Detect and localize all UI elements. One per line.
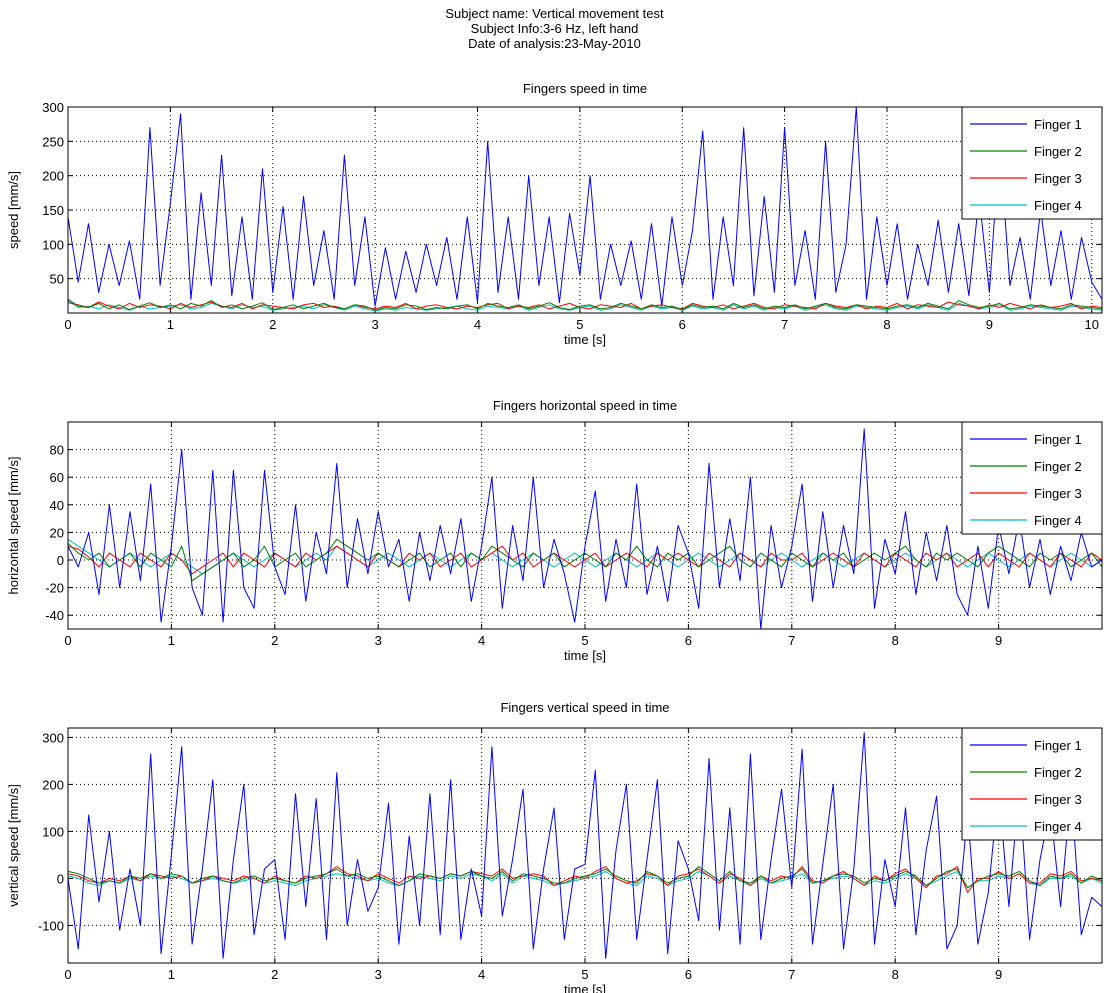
x-tick-label: 5 [576,317,583,332]
axes-frame [67,727,1103,964]
legend-box [961,106,1103,220]
legend-label-finger-2: Finger 2 [1034,459,1082,474]
series-line-finger-1 [68,428,1102,629]
series-line-finger-3 [68,301,1102,310]
chart-2: Fingers horizontal speed in time 0 1 2 3 4 5 6 7… [6,398,1103,663]
x-tick-label: 5 [581,633,588,648]
y-tick-label: 200 [42,777,64,792]
x-axis-label: time [s] [564,982,606,993]
x-tick-label: 4 [474,317,481,332]
series-line-finger-4 [68,300,1102,312]
legend-label-finger-2: Finger 2 [1034,765,1082,780]
y-axis-label: vertical speed [mm/s] [6,784,21,907]
chart-3: Fingers vertical speed in time 0 1 2 3 4 5 6 7 8 9… [6,700,1103,993]
y-tick-label: 300 [42,730,64,745]
x-tick-label: 5 [581,967,588,982]
legend: Finger 1 Finger 2 Finger 3 Finger 4 [961,421,1103,535]
x-tick-label: 1 [168,967,175,982]
x-tick-label: 9 [995,967,1002,982]
y-tick-label: 300 [42,100,64,115]
x-tick-label: 10 [1085,317,1099,332]
x-tick-label: 1 [168,633,175,648]
x-tick-label: 7 [781,317,788,332]
y-tick-label: 200 [42,169,64,184]
x-tick-label: 4 [478,967,485,982]
series-line-finger-2 [68,538,1102,582]
plot-area [68,728,1102,963]
y-tick-label: 20 [50,525,64,540]
x-tick-label: 9 [986,317,993,332]
x-tick-label: 1 [167,317,174,332]
legend-label-finger-3: Finger 3 [1034,171,1082,186]
chart-title: Fingers speed in time [523,81,647,96]
y-tick-label: 150 [42,203,64,218]
x-tick-label: 8 [892,967,899,982]
y-axis-label: horizontal speed [mm/s] [6,456,21,594]
x-tick-label: 2 [271,967,278,982]
analysis-date: Date of analysis:23-May-2010 [468,36,641,51]
legend-label-finger-4: Finger 4 [1034,198,1082,213]
x-tick-label: 3 [375,967,382,982]
x-tick-label: 6 [685,967,692,982]
y-tick-label: -40 [45,608,64,623]
x-tick-label: 6 [685,633,692,648]
legend-label-finger-1: Finger 1 [1034,117,1082,132]
x-tick-label: 6 [679,317,686,332]
x-tick-label: 7 [788,967,795,982]
y-tick-label: 40 [50,498,64,513]
legend-box [961,727,1103,841]
y-tick-label: 100 [42,237,64,252]
x-tick-label: 0 [64,967,71,982]
y-tick-label: 60 [50,470,64,485]
legend-box [961,421,1103,535]
x-tick-label: 8 [883,317,890,332]
x-axis-label: time [s] [564,648,606,663]
series-line-finger-3 [68,866,1102,893]
series-line-finger-1 [68,732,1102,959]
y-tick-label: 0 [57,871,64,886]
x-tick-label: 3 [372,317,379,332]
y-tick-label: 50 [50,272,64,287]
chart-title: Fingers vertical speed in time [500,700,669,715]
x-tick-label: 7 [788,633,795,648]
x-tick-label: 2 [269,317,276,332]
subject-name: Subject name: Vertical movement test [445,6,664,21]
x-tick-label: 0 [64,633,71,648]
legend-label-finger-2: Finger 2 [1034,144,1082,159]
y-axis-label: speed [mm/s] [6,171,21,249]
x-axis-label: time [s] [564,332,606,347]
x-tick-label: 2 [271,633,278,648]
subject-info: Subject Info:3-6 Hz, left hand [470,21,639,36]
x-tick-label: 0 [64,317,71,332]
legend: Finger 1 Finger 2 Finger 3 Finger 4 [961,106,1103,220]
x-tick-label: 8 [892,633,899,648]
legend-label-finger-1: Finger 1 [1034,738,1082,753]
legend: Finger 1 Finger 2 Finger 3 Finger 4 [961,727,1103,841]
series-line-finger-3 [68,545,1102,575]
y-tick-label: 80 [50,443,64,458]
y-tick-label: -20 [45,581,64,596]
y-tick-label: 250 [42,134,64,149]
legend-label-finger-4: Finger 4 [1034,819,1082,834]
chart-title: Fingers horizontal speed in time [493,398,677,413]
x-tick-label: 3 [375,633,382,648]
legend-label-finger-3: Finger 3 [1034,486,1082,501]
legend-label-finger-4: Finger 4 [1034,513,1082,528]
series-line-finger-1 [68,107,1102,307]
series-line-finger-2 [68,866,1102,889]
x-tick-label: 4 [478,633,485,648]
y-tick-label: 0 [57,553,64,568]
legend-label-finger-3: Finger 3 [1034,792,1082,807]
legend-label-finger-1: Finger 1 [1034,432,1082,447]
y-tick-label: 100 [42,824,64,839]
y-tick-label: -100 [38,918,64,933]
chart-1: Fingers speed in time 0 1 2 3 4 5 6 7 8 9 10 50 100 15… [6,81,1103,347]
figure-header: Subject name: Vertical movement test Sub… [0,6,1109,51]
series-line-finger-2 [68,298,1102,311]
x-tick-label: 9 [995,633,1002,648]
